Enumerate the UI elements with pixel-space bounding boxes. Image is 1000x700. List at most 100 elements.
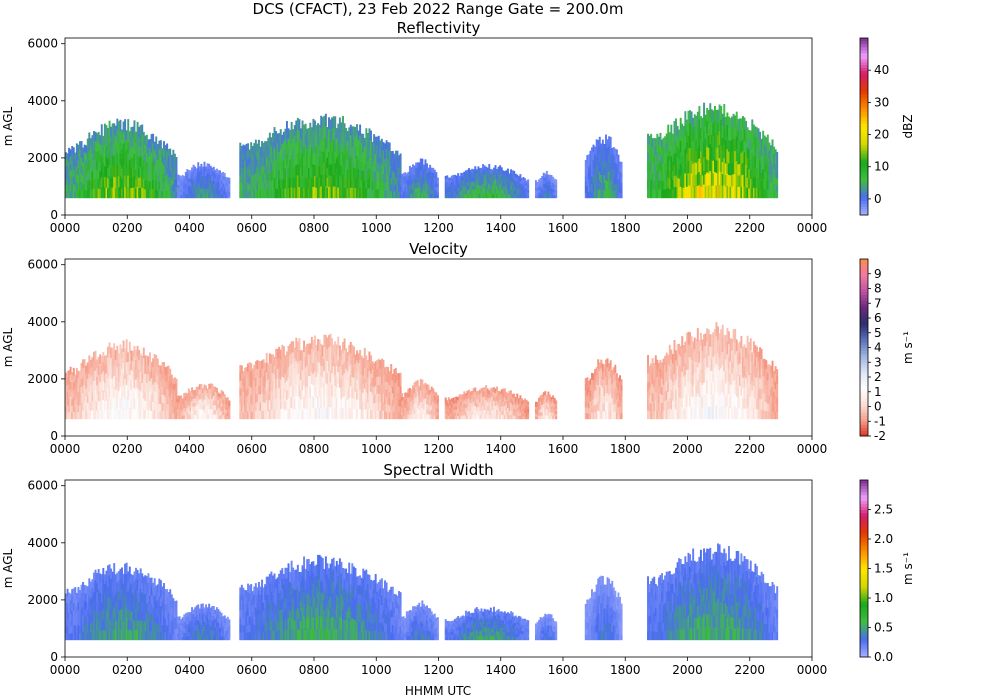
- heatmap-cell: [130, 127, 133, 138]
- heatmap-cell: [239, 158, 242, 167]
- heatmap-cell: [723, 184, 726, 199]
- heatmap-cell: [250, 166, 253, 175]
- heatmap-cell: [370, 373, 372, 383]
- heatmap-cell: [75, 190, 78, 199]
- heatmap-cell: [163, 370, 165, 379]
- heatmap-cell: [268, 188, 271, 199]
- heatmap-cell: [304, 166, 307, 177]
- heatmap-cell: [762, 169, 765, 180]
- heatmap-cell: [609, 154, 612, 164]
- heatmap-cell: [472, 392, 475, 398]
- heatmap-cell: [155, 136, 158, 146]
- heatmap-cell: [75, 397, 78, 405]
- heatmap-cell: [516, 411, 519, 416]
- heatmap-cell: [242, 391, 245, 399]
- heatmap-cell: [713, 184, 716, 199]
- heatmap-cell: [359, 176, 362, 188]
- heatmap-cell: [469, 169, 472, 175]
- heatmap-cell: [720, 106, 723, 120]
- heatmap-cell: [150, 361, 153, 371]
- heatmap-cell: [93, 370, 95, 381]
- heatmap-cell: [226, 400, 229, 404]
- heatmap-cell: [402, 187, 405, 192]
- heatmap-cell: [317, 176, 320, 188]
- heatmap-cell: [75, 404, 78, 412]
- heatmap-cell: [282, 387, 285, 399]
- heatmap-cell: [586, 179, 589, 186]
- heatmap-cell: [653, 155, 656, 164]
- heatmap-cell: [452, 400, 455, 405]
- heatmap-cell: [605, 152, 607, 162]
- heatmap-cell: [144, 180, 147, 190]
- heatmap-cell: [91, 188, 94, 199]
- heatmap-cell: [421, 169, 424, 176]
- heatmap-cell: [553, 195, 556, 199]
- heatmap-cell: [684, 173, 687, 186]
- heatmap-cell: [377, 180, 380, 190]
- heatmap-cell: [124, 408, 127, 420]
- heatmap-cell: [144, 373, 147, 383]
- heatmap-cell: [307, 187, 310, 199]
- heatmap-cell: [586, 161, 589, 168]
- heatmap-cell: [457, 403, 460, 407]
- heatmap-cell: [376, 136, 379, 146]
- heatmap-cell: [491, 185, 494, 191]
- heatmap-cell: [382, 385, 385, 394]
- heatmap-cell: [191, 184, 194, 190]
- heatmap-cell: [153, 157, 156, 167]
- panel-title: Velocity: [409, 240, 468, 258]
- heatmap-cell: [701, 174, 704, 187]
- heatmap-cell: [591, 147, 593, 155]
- heatmap-cell: [275, 140, 278, 151]
- heatmap-cell: [323, 127, 326, 140]
- heatmap-cell: [292, 396, 295, 409]
- heatmap-cell: [133, 398, 136, 409]
- heatmap-cell: [517, 182, 520, 186]
- heatmap-cell: [116, 152, 119, 165]
- heatmap-cell: [410, 184, 413, 190]
- heatmap-cell: [253, 372, 256, 381]
- heatmap-cell: [673, 175, 676, 188]
- heatmap-cell: [117, 390, 120, 401]
- heatmap-cell: [352, 167, 355, 178]
- heatmap-cell: [271, 381, 274, 392]
- colorbar-swatch: [860, 147, 868, 151]
- heatmap-cell: [82, 183, 85, 191]
- heatmap-cell: [340, 122, 343, 134]
- heatmap-cell: [80, 189, 83, 199]
- heatmap-cell: [158, 388, 161, 397]
- heatmap-cell: [489, 397, 492, 402]
- heatmap-cell: [499, 174, 502, 180]
- heatmap-cell: [435, 400, 438, 405]
- heatmap-cell: [396, 405, 399, 413]
- heatmap-cell: [450, 175, 453, 180]
- heatmap-cell: [217, 174, 220, 179]
- heatmap-cell: [88, 391, 91, 402]
- heatmap-cell: [433, 173, 436, 179]
- heatmap-cell: [195, 400, 198, 406]
- heatmap-cell: [147, 181, 150, 190]
- heatmap-cell: [740, 186, 743, 199]
- heatmap-cell: [105, 400, 108, 411]
- heatmap-cell: [164, 404, 167, 412]
- heatmap-cell: [482, 173, 485, 179]
- heatmap-cell: [505, 186, 508, 191]
- heatmap-cell: [100, 166, 103, 178]
- heatmap-cell: [703, 157, 706, 171]
- heatmap-cell: [393, 390, 396, 398]
- heatmap-cell: [345, 348, 348, 359]
- heatmap-cell: [584, 165, 587, 172]
- heatmap-cell: [734, 150, 737, 163]
- heatmap-cell: [349, 341, 352, 354]
- heatmap-cell: [709, 184, 712, 199]
- heatmap-cell: [110, 126, 113, 138]
- heatmap-cell: [519, 402, 522, 406]
- heatmap-cell: [208, 163, 211, 170]
- heatmap-cell: [388, 150, 391, 159]
- heatmap-cell: [499, 399, 502, 404]
- heatmap-cell: [527, 182, 530, 185]
- heatmap-cell: [413, 398, 416, 404]
- heatmap-cell: [149, 147, 151, 157]
- heatmap-cell: [379, 165, 382, 174]
- heatmap-cell: [295, 186, 298, 199]
